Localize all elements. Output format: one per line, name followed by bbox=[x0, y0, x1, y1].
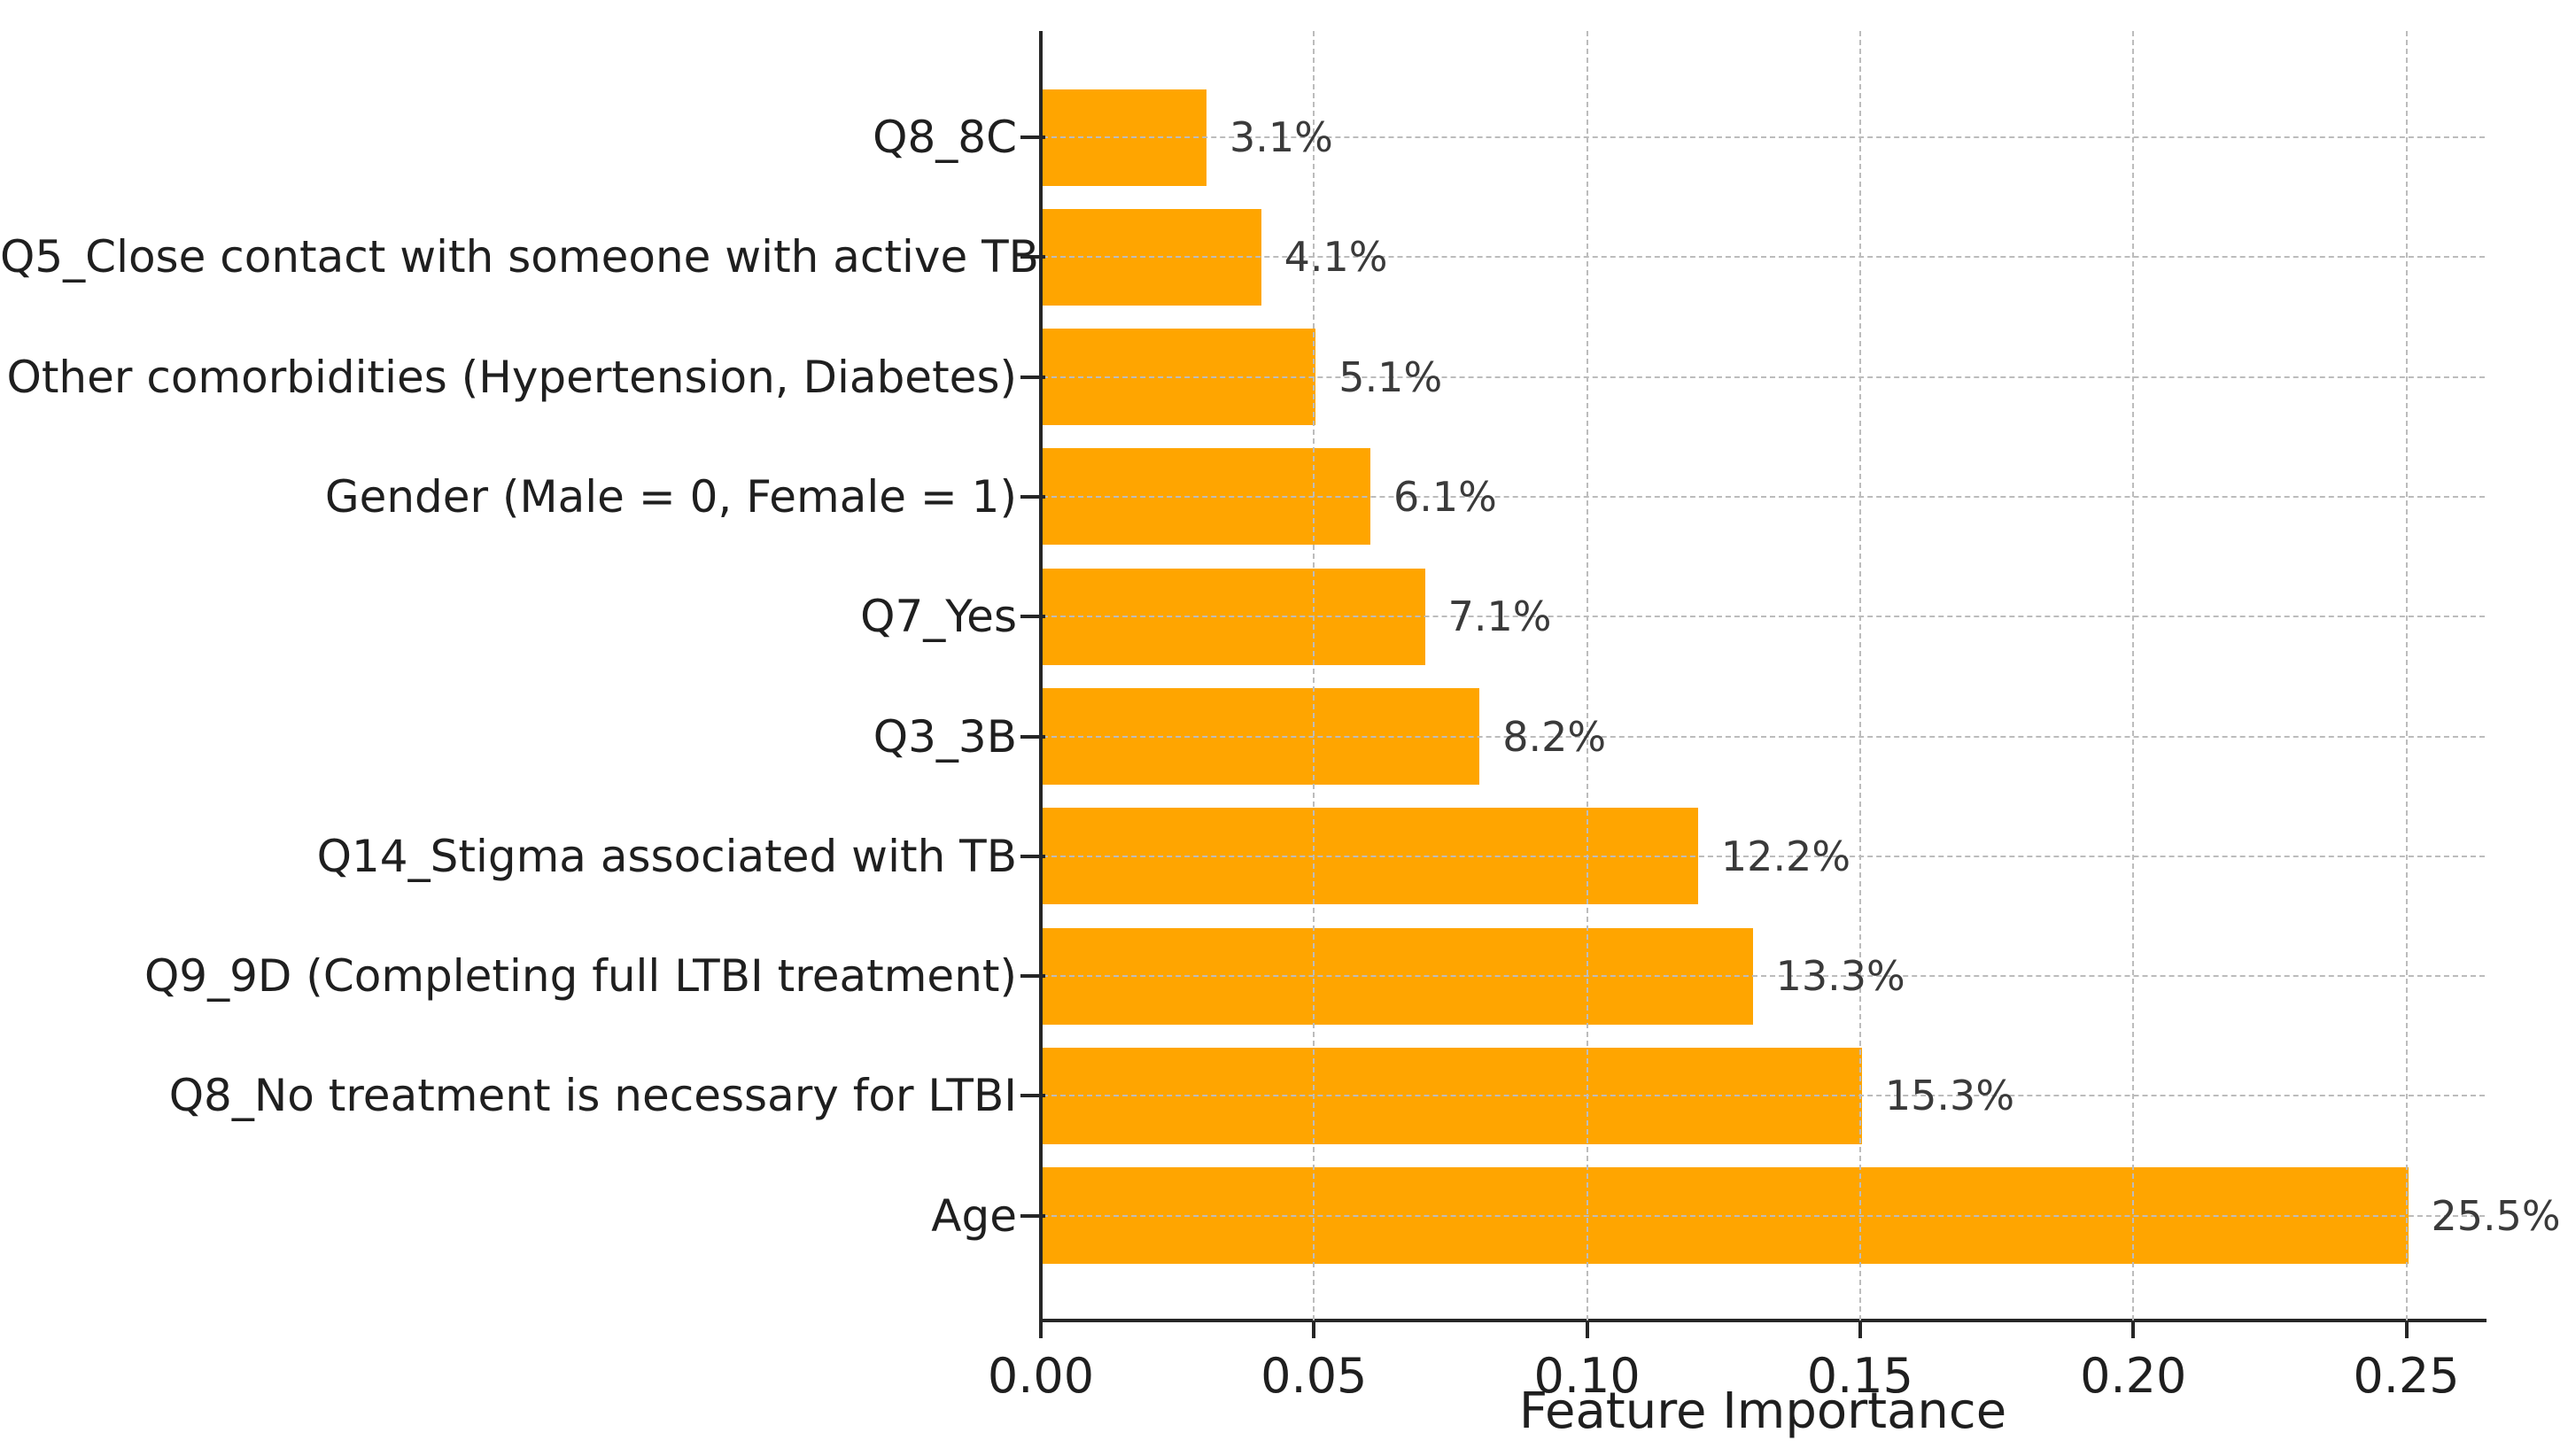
v-gridline bbox=[2405, 31, 2408, 1320]
y-tick-mark bbox=[1020, 734, 1045, 739]
x-tick-mark bbox=[2131, 1320, 2136, 1338]
h-gridline bbox=[1043, 735, 2485, 738]
y-tick-label: Other comorbidities (Hypertension, Diabe… bbox=[6, 351, 1017, 403]
x-tick-label: 0.20 bbox=[2080, 1348, 2187, 1404]
y-tick-mark bbox=[1020, 1213, 1045, 1218]
x-tick-mark bbox=[1039, 1320, 1043, 1338]
y-tick-label: Q5_Close contact with someone with activ… bbox=[0, 231, 1039, 283]
y-tick-mark bbox=[1020, 1094, 1045, 1098]
v-gridline bbox=[2132, 31, 2135, 1320]
x-tick-label: 0.00 bbox=[987, 1348, 1095, 1404]
bar-value-label: 25.5% bbox=[2431, 1191, 2561, 1240]
h-gridline bbox=[1043, 256, 2485, 259]
x-tick-label: 0.05 bbox=[1261, 1348, 1368, 1404]
v-gridline bbox=[1586, 31, 1588, 1320]
bar-value-label: 3.1% bbox=[1229, 113, 1333, 161]
bar-value-label: 8.2% bbox=[1502, 712, 1607, 761]
h-gridline bbox=[1043, 975, 2485, 978]
y-tick-label: Age bbox=[931, 1189, 1017, 1242]
y-tick-label: Q14_Stigma associated with TB bbox=[316, 830, 1017, 882]
bar-value-label: 7.1% bbox=[1447, 592, 1552, 641]
x-tick-label: 0.10 bbox=[1533, 1348, 1641, 1404]
h-gridline bbox=[1043, 855, 2485, 857]
x-tick-mark bbox=[1312, 1320, 1316, 1338]
y-tick-label: Q8_No treatment is necessary for LTBI bbox=[168, 1070, 1017, 1122]
y-tick-mark bbox=[1020, 854, 1045, 858]
y-tick-mark bbox=[1020, 494, 1045, 499]
y-tick-mark bbox=[1020, 375, 1045, 379]
y-tick-label: Q9_9D (Completing full LTBI treatment) bbox=[144, 950, 1017, 1003]
y-tick-label: Gender (Male = 0, Female = 1) bbox=[324, 470, 1017, 523]
bar-value-label: 13.3% bbox=[1775, 952, 1905, 1001]
bar-value-label: 4.1% bbox=[1284, 233, 1388, 282]
h-gridline bbox=[1043, 495, 2485, 498]
h-gridline bbox=[1043, 1214, 2485, 1217]
bar-value-label: 6.1% bbox=[1393, 472, 1497, 521]
y-axis-line bbox=[1039, 31, 1043, 1322]
y-tick-mark bbox=[1020, 974, 1045, 979]
bar-value-label: 15.3% bbox=[1884, 1072, 2015, 1120]
bar-value-label: 5.1% bbox=[1338, 352, 1443, 401]
v-gridline bbox=[1313, 31, 1315, 1320]
h-gridline bbox=[1043, 376, 2485, 378]
h-gridline bbox=[1043, 136, 2485, 138]
bar-value-label: 12.2% bbox=[1720, 832, 1851, 880]
x-tick-label: 0.25 bbox=[2353, 1348, 2460, 1404]
x-tick-label: 0.15 bbox=[1806, 1348, 1914, 1404]
x-tick-mark bbox=[2404, 1320, 2409, 1338]
h-gridline bbox=[1043, 616, 2485, 618]
y-tick-label: Q7_Yes bbox=[860, 591, 1017, 643]
y-tick-mark bbox=[1020, 255, 1045, 259]
y-tick-label: Q3_3B bbox=[873, 710, 1017, 763]
x-tick-mark bbox=[1585, 1320, 1589, 1338]
v-gridline bbox=[1858, 31, 1861, 1320]
x-tick-mark bbox=[1858, 1320, 1862, 1338]
y-tick-mark bbox=[1020, 615, 1045, 619]
y-tick-mark bbox=[1020, 136, 1045, 139]
y-tick-label: Q8_8C bbox=[873, 112, 1017, 163]
h-gridline bbox=[1043, 1095, 2485, 1097]
x-axis-line bbox=[1039, 1319, 2487, 1322]
x-axis-title: Feature Importance bbox=[1518, 1382, 2007, 1440]
